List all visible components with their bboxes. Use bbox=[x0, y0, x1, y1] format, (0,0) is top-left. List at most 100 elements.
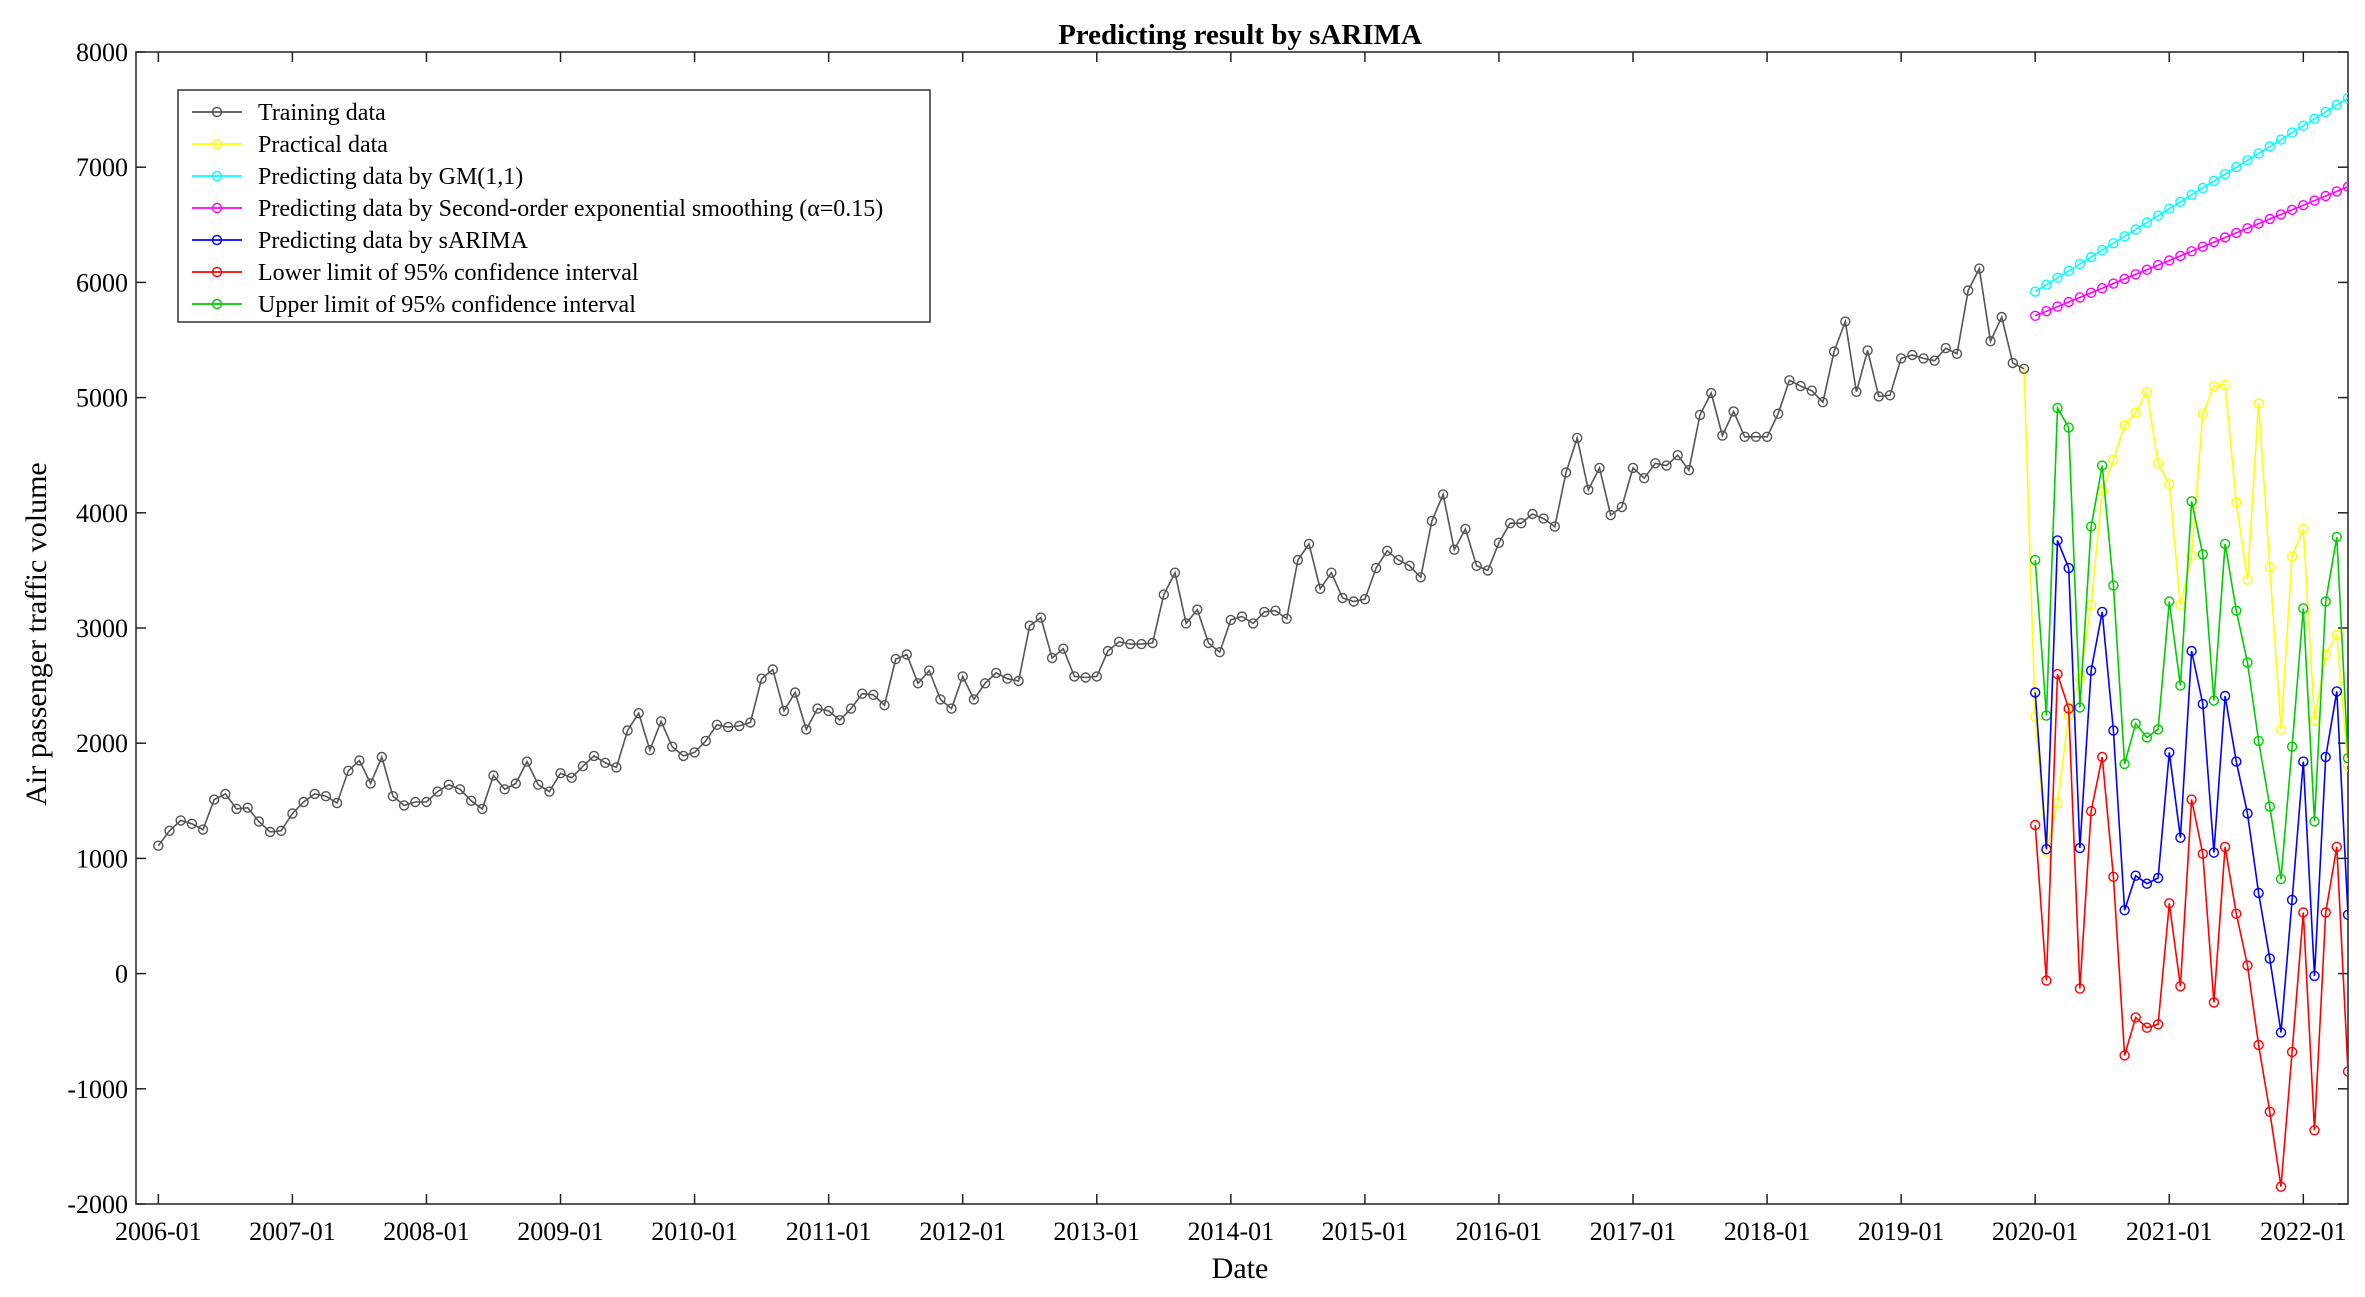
data-point bbox=[2309, 816, 2320, 827]
data-point bbox=[2253, 1039, 2264, 1051]
data-point bbox=[1828, 346, 1840, 357]
data-point bbox=[2264, 801, 2276, 812]
data-point bbox=[2029, 310, 2041, 321]
data-point bbox=[2041, 306, 2052, 317]
data-point bbox=[1851, 386, 1862, 397]
data-point bbox=[2320, 907, 2331, 918]
data-point bbox=[1750, 431, 1762, 442]
data-point bbox=[1393, 554, 1404, 566]
data-point bbox=[2063, 265, 2074, 277]
data-point bbox=[2342, 1066, 2348, 1077]
x-tick-label: 2019-01 bbox=[1858, 1217, 1945, 1246]
data-point bbox=[2175, 250, 2186, 262]
data-point bbox=[2331, 841, 2343, 853]
data-point bbox=[2063, 562, 2074, 574]
legend-swatch-marker bbox=[211, 106, 223, 118]
series-line bbox=[2034, 540, 2348, 1033]
data-point bbox=[2108, 725, 2119, 736]
data-point bbox=[2242, 574, 2253, 585]
data-point bbox=[410, 796, 421, 808]
data-point bbox=[2342, 909, 2348, 920]
data-point bbox=[2320, 190, 2331, 202]
data-point bbox=[2175, 981, 2186, 992]
data-point bbox=[2342, 92, 2348, 104]
data-point bbox=[2298, 756, 2309, 767]
data-point bbox=[2355, 688, 2364, 697]
data-point bbox=[1158, 589, 1170, 600]
data-point bbox=[2231, 756, 2242, 767]
data-point bbox=[2130, 407, 2141, 418]
data-point bbox=[1627, 462, 1639, 474]
data-point bbox=[2096, 460, 2108, 471]
data-point bbox=[2331, 99, 2343, 111]
data-point bbox=[845, 703, 857, 714]
data-point bbox=[1013, 675, 1024, 687]
data-point bbox=[1672, 450, 1683, 461]
data-point bbox=[600, 757, 611, 768]
data-point bbox=[2264, 561, 2276, 573]
data-point bbox=[2275, 209, 2287, 220]
data-point bbox=[1080, 672, 1091, 683]
series-5 bbox=[2029, 668, 2348, 1192]
data-point bbox=[2208, 695, 2220, 706]
data-point bbox=[2130, 224, 2141, 235]
data-point bbox=[2298, 907, 2309, 918]
data-point bbox=[1728, 406, 1739, 417]
data-point bbox=[2074, 842, 2086, 854]
data-point bbox=[1940, 342, 1952, 354]
data-point bbox=[2029, 687, 2041, 698]
data-point bbox=[2320, 596, 2331, 607]
data-point bbox=[2052, 402, 2063, 414]
data-point bbox=[711, 719, 723, 730]
data-point bbox=[2219, 379, 2231, 391]
data-point bbox=[2052, 301, 2063, 312]
data-point bbox=[2074, 258, 2086, 270]
data-point bbox=[1404, 560, 1415, 571]
data-point bbox=[1784, 375, 1795, 386]
x-tick-label: 2017-01 bbox=[1590, 1217, 1677, 1246]
data-point bbox=[2063, 703, 2074, 714]
data-point bbox=[1326, 567, 1337, 578]
legend-label: Predicting data by GM(1,1) bbox=[258, 164, 523, 190]
data-point bbox=[1247, 618, 1259, 629]
data-point bbox=[2275, 724, 2287, 735]
data-point bbox=[2085, 521, 2097, 532]
data-point bbox=[1974, 263, 1985, 274]
data-point bbox=[1147, 637, 1158, 649]
data-point bbox=[510, 778, 521, 789]
data-point bbox=[2286, 204, 2298, 216]
data-point bbox=[1560, 467, 1572, 478]
data-point bbox=[2231, 908, 2242, 919]
data-point bbox=[387, 791, 399, 802]
data-point bbox=[1583, 484, 1594, 495]
data-point bbox=[2108, 454, 2119, 465]
data-point bbox=[2141, 386, 2153, 397]
data-point bbox=[2141, 264, 2153, 275]
data-point bbox=[2096, 751, 2108, 763]
data-point bbox=[555, 768, 566, 779]
data-point bbox=[2074, 292, 2086, 303]
data-point bbox=[1761, 431, 1773, 442]
data-point bbox=[1192, 604, 1203, 615]
data-point bbox=[2197, 549, 2209, 560]
data-point bbox=[2242, 960, 2253, 971]
data-point bbox=[2130, 269, 2141, 280]
data-point bbox=[1661, 460, 1672, 471]
data-point bbox=[2096, 283, 2108, 294]
data-point bbox=[1638, 473, 1650, 484]
y-tick-label: -1000 bbox=[67, 1075, 128, 1104]
data-point bbox=[924, 665, 935, 676]
data-point bbox=[1035, 612, 1047, 623]
y-tick-label: 1000 bbox=[76, 844, 128, 873]
data-point bbox=[2286, 127, 2298, 138]
data-point bbox=[1605, 509, 1616, 521]
data-point bbox=[2164, 203, 2175, 214]
data-point bbox=[946, 703, 957, 714]
data-point bbox=[1370, 562, 1382, 574]
data-point bbox=[968, 694, 980, 705]
data-point bbox=[1549, 521, 1561, 532]
data-point bbox=[2063, 422, 2074, 433]
data-point bbox=[588, 750, 600, 762]
data-point bbox=[2253, 735, 2264, 747]
data-point bbox=[622, 725, 633, 736]
